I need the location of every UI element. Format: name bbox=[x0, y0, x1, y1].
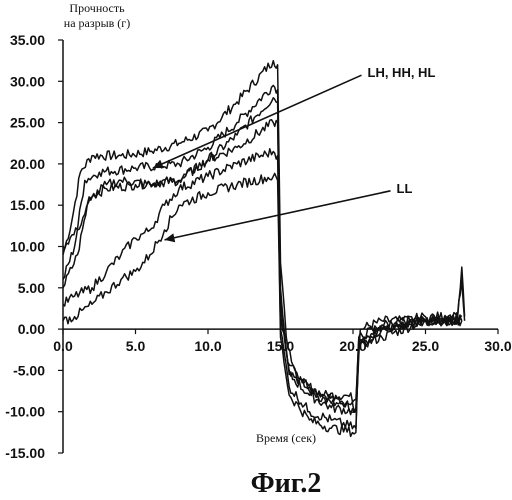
series-lines bbox=[63, 61, 465, 437]
y-tick-label: 0.00 bbox=[18, 321, 45, 337]
x-tick-label: 30.0 bbox=[484, 338, 511, 354]
x-tick-label: 0.0 bbox=[53, 338, 73, 354]
y-tick-label: -5.00 bbox=[13, 362, 45, 378]
x-tick-label: 25.0 bbox=[412, 338, 439, 354]
y-axis-label-line1: Прочность bbox=[69, 1, 125, 15]
x-tick-label: 5.0 bbox=[126, 338, 146, 354]
y-axis-label-line2: на разрыв (г) bbox=[64, 16, 130, 30]
x-tick-label: 10.0 bbox=[194, 338, 221, 354]
annotations: LH, HH, HL LL bbox=[153, 65, 436, 242]
series-line-6 bbox=[63, 173, 462, 436]
y-tick-label: 35.00 bbox=[10, 32, 45, 48]
annotation-label-2: LL bbox=[397, 181, 413, 196]
series-line-1 bbox=[63, 61, 465, 413]
annotation-arrowhead-2 bbox=[165, 233, 176, 242]
y-tick-label: 25.00 bbox=[10, 115, 45, 131]
y-tick-label: -15.00 bbox=[5, 445, 45, 461]
series-line-4 bbox=[63, 120, 462, 415]
y-axis-ticks: 35.00 30.00 25.00 20.00 15.00 10.00 5.00 0.00 -5… bbox=[5, 32, 63, 461]
y-tick-label: 5.00 bbox=[18, 280, 45, 296]
x-axis-label: Время (сек) bbox=[256, 431, 316, 445]
y-tick-label: 15.00 bbox=[10, 197, 45, 213]
y-tick-label: 10.00 bbox=[10, 239, 45, 255]
y-tick-label: -10.00 bbox=[5, 404, 45, 420]
figure-caption: Фиг.2 bbox=[251, 468, 322, 499]
y-tick-label: 20.00 bbox=[10, 156, 45, 172]
series-line-2 bbox=[63, 85, 465, 402]
series-line-3 bbox=[63, 98, 462, 412]
y-tick-label: 30.00 bbox=[10, 73, 45, 89]
annotation-label-1: LH, HH, HL bbox=[368, 65, 436, 80]
